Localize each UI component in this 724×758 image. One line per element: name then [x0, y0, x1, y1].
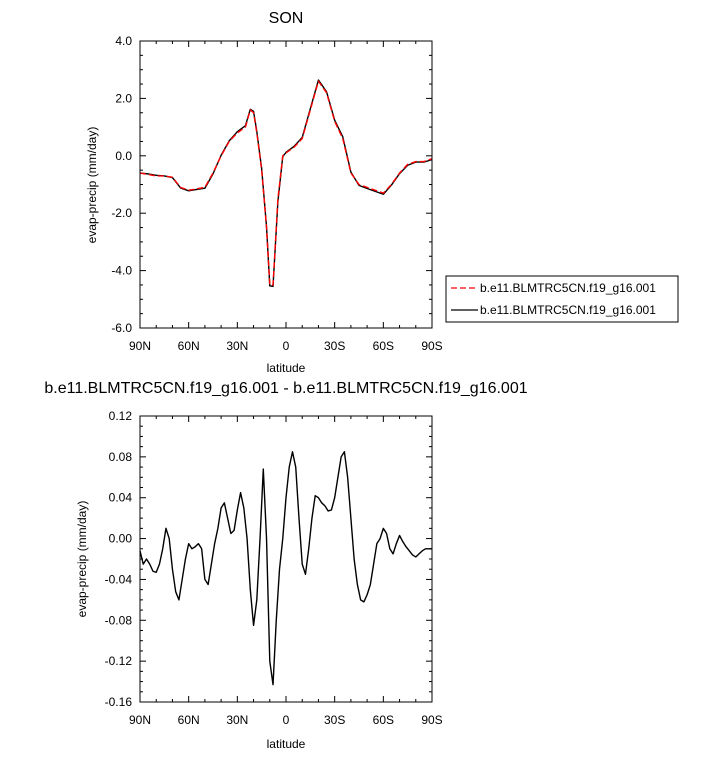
top-chart-y-tick-label: 4.0	[115, 34, 132, 48]
bottom-chart-series-line-1	[139, 451, 432, 686]
top-chart-y-tick-label: 2.0	[115, 91, 132, 105]
top-chart-x-tick-label: 90S	[421, 339, 442, 353]
bottom-chart-x-tick-label: 60N	[178, 713, 200, 727]
bottom-chart-y-tick-label: 0.12	[109, 409, 133, 423]
bottom-chart-title: b.e11.BLMTRC5CN.f19_g16.001 - b.e11.BLMT…	[44, 380, 527, 397]
bottom-chart-y-tick-label: 0.08	[109, 450, 133, 464]
top-chart-title: SON	[269, 10, 304, 27]
bottom-chart-y-axis-label: evap-precip (mm/day)	[75, 501, 89, 618]
top-chart-x-tick-label: 30N	[226, 339, 248, 353]
legend: b.e11.BLMTRC5CN.f19_g16.001 b.e11.BLMTRC…	[445, 275, 679, 323]
bottom-chart-x-tick-label: 30N	[226, 713, 248, 727]
top-chart-plot-frame	[139, 40, 433, 329]
bottom-chart-series	[139, 451, 432, 686]
top-chart: SON -6.0 -4.0 -2.0 0.0 2.0 4.0 90N 60N 30N 0 30S 6…	[85, 10, 679, 375]
bottom-chart-plot-frame	[139, 415, 433, 703]
top-chart-x-tick-label: 60N	[178, 339, 200, 353]
bottom-chart: b.e11.BLMTRC5CN.f19_g16.001 - b.e11.BLMT…	[44, 380, 527, 751]
legend-label-1: b.e11.BLMTRC5CN.f19_g16.001	[480, 281, 656, 295]
bottom-chart-x-tick-label: 60S	[373, 713, 394, 727]
top-chart-series	[139, 79, 433, 288]
top-chart-x-ticks: 90N 60N 30N 0 30S 60S 90S	[129, 41, 443, 353]
bottom-chart-x-tick-label: 90N	[129, 713, 151, 727]
top-chart-y-tick-label: -6.0	[111, 321, 132, 335]
top-chart-x-tick-label: 60S	[373, 339, 394, 353]
bottom-chart-x-tick-label: 90S	[421, 713, 442, 727]
bottom-chart-y-tick-label: 0.00	[109, 532, 133, 546]
top-chart-y-tick-label: -4.0	[111, 264, 132, 278]
legend-label-2: b.e11.BLMTRC5CN.f19_g16.001	[480, 303, 656, 317]
legend-box	[445, 275, 679, 323]
bottom-chart-x-ticks: 90N 60N 30N 0 30S 60S 90S	[129, 416, 443, 727]
bottom-chart-x-tick-label: 0	[283, 713, 290, 727]
top-chart-y-axis-label: evap-precip (mm/day)	[85, 127, 99, 244]
top-chart-series-line-2	[139, 80, 433, 286]
bottom-chart-y-tick-label: -0.16	[105, 695, 133, 709]
top-chart-y-tick-label: 0.0	[115, 149, 132, 163]
top-chart-x-axis-label: latitude	[267, 361, 306, 375]
bottom-chart-y-tick-label: 0.04	[109, 491, 133, 505]
top-chart-x-tick-label: 90N	[129, 339, 151, 353]
top-chart-y-ticks: -6.0 -4.0 -2.0 0.0 2.0 4.0	[111, 34, 432, 335]
bottom-chart-y-tick-label: -0.12	[105, 654, 133, 668]
bottom-chart-x-axis-label: latitude	[267, 737, 306, 751]
top-chart-y-tick-label: -2.0	[111, 206, 132, 220]
top-chart-series-line-1	[139, 79, 433, 288]
bottom-chart-y-tick-label: -0.04	[105, 572, 133, 586]
top-chart-x-tick-label: 0	[283, 339, 290, 353]
bottom-chart-y-ticks: -0.16 -0.12 -0.08 -0.04 0.00 0.04 0.08 0.12	[105, 409, 432, 709]
bottom-chart-y-tick-label: -0.08	[105, 613, 133, 627]
top-chart-x-tick-label: 30S	[324, 339, 345, 353]
bottom-chart-x-tick-label: 30S	[324, 713, 345, 727]
